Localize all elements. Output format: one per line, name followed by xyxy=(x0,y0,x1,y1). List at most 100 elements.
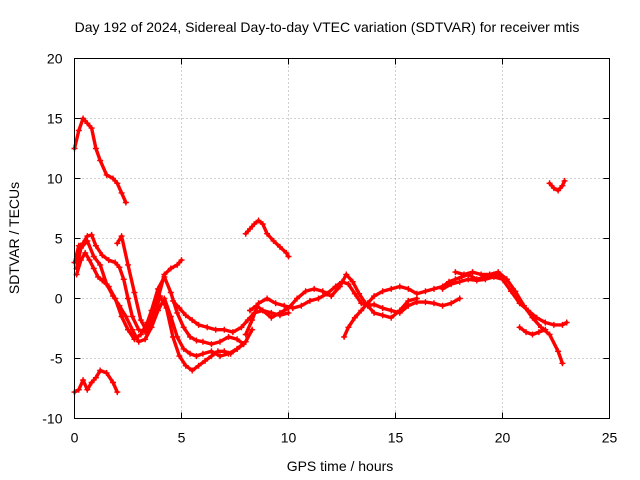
data-point xyxy=(80,377,87,384)
data-point xyxy=(439,302,446,309)
data-point xyxy=(97,367,104,374)
data-point xyxy=(169,333,176,340)
data-point xyxy=(276,243,283,250)
data-point xyxy=(379,305,386,312)
data-point xyxy=(212,326,219,333)
data-point xyxy=(555,348,562,355)
data-point xyxy=(473,277,480,284)
data-point xyxy=(178,257,185,264)
data-point xyxy=(195,362,202,369)
data-point xyxy=(182,362,189,369)
data-point xyxy=(285,253,292,260)
data-point xyxy=(422,288,429,295)
data-point xyxy=(142,336,149,343)
data-point xyxy=(294,295,301,302)
data-point xyxy=(163,305,170,312)
data-point xyxy=(97,261,104,268)
data-point xyxy=(306,297,313,304)
data-point xyxy=(88,379,95,386)
data-point xyxy=(563,319,570,326)
data-point xyxy=(125,295,131,302)
data-point xyxy=(217,353,224,360)
data-point xyxy=(495,269,502,276)
data-point xyxy=(80,115,87,122)
data-point xyxy=(199,350,206,357)
data-point xyxy=(225,333,232,340)
data-point xyxy=(135,326,142,333)
series-trace-1 xyxy=(71,115,129,206)
data-point xyxy=(358,307,365,314)
data-point xyxy=(388,314,395,321)
data-point xyxy=(270,237,277,244)
data-point xyxy=(116,264,123,271)
data-point xyxy=(276,309,283,316)
data-point xyxy=(95,273,102,280)
data-point xyxy=(503,276,510,283)
data-point xyxy=(529,314,536,321)
y-tick-label: -5 xyxy=(50,351,63,367)
data-point xyxy=(555,187,562,194)
data-point xyxy=(482,276,489,283)
data-point xyxy=(379,312,386,319)
data-point xyxy=(469,269,476,276)
data-point xyxy=(112,259,119,266)
data-point xyxy=(422,299,429,306)
data-point xyxy=(154,285,161,292)
data-point xyxy=(388,307,395,314)
data-point xyxy=(341,333,348,340)
data-point xyxy=(520,302,527,309)
series-trace-14 xyxy=(516,324,549,338)
data-point xyxy=(264,230,271,237)
data-point xyxy=(120,276,127,283)
data-point xyxy=(90,265,97,272)
data-point xyxy=(84,386,91,393)
data-point xyxy=(92,145,99,152)
x-tick-label: 0 xyxy=(71,430,79,446)
data-point xyxy=(189,317,196,324)
series-trace-15 xyxy=(546,177,568,194)
data-point xyxy=(204,324,211,331)
data-point xyxy=(92,242,99,249)
x-tick-label: 5 xyxy=(178,430,186,446)
series-line xyxy=(440,275,569,327)
x-tick-label: 25 xyxy=(602,430,618,446)
data-point xyxy=(88,125,95,132)
data-point xyxy=(116,302,123,309)
data-point xyxy=(208,353,215,360)
series-line xyxy=(171,299,291,334)
data-point xyxy=(345,324,352,331)
data-point xyxy=(86,257,93,264)
data-point xyxy=(214,348,221,355)
data-point xyxy=(195,321,202,328)
axis-ticks: 0 5 10 15 20 25 -10 -5 0 5 10 15 20 xyxy=(42,51,617,446)
data-point xyxy=(137,317,144,324)
chart-title: Day 192 of 2024, Sidereal Day-to-day VTE… xyxy=(75,19,580,35)
data-point xyxy=(129,326,136,333)
data-point xyxy=(559,321,566,328)
data-point xyxy=(114,240,121,247)
data-point xyxy=(103,369,110,376)
data-point xyxy=(174,261,181,268)
data-point xyxy=(167,289,174,296)
data-point xyxy=(169,297,176,304)
data-point xyxy=(298,302,305,309)
y-tick-label: -10 xyxy=(42,411,62,427)
data-point xyxy=(405,285,412,292)
data-point xyxy=(364,300,371,307)
data-point xyxy=(125,261,131,268)
data-point xyxy=(103,281,110,288)
data-point xyxy=(84,120,91,127)
y-tick-label: 15 xyxy=(47,111,63,127)
data-point xyxy=(486,271,493,278)
data-point xyxy=(118,189,125,196)
data-point xyxy=(84,237,91,244)
data-point xyxy=(538,324,545,331)
data-point xyxy=(328,293,335,300)
data-point xyxy=(251,221,258,228)
data-point xyxy=(439,285,446,292)
data-point xyxy=(161,273,168,280)
data-point xyxy=(137,331,144,338)
y-tick-label: 10 xyxy=(47,171,63,187)
